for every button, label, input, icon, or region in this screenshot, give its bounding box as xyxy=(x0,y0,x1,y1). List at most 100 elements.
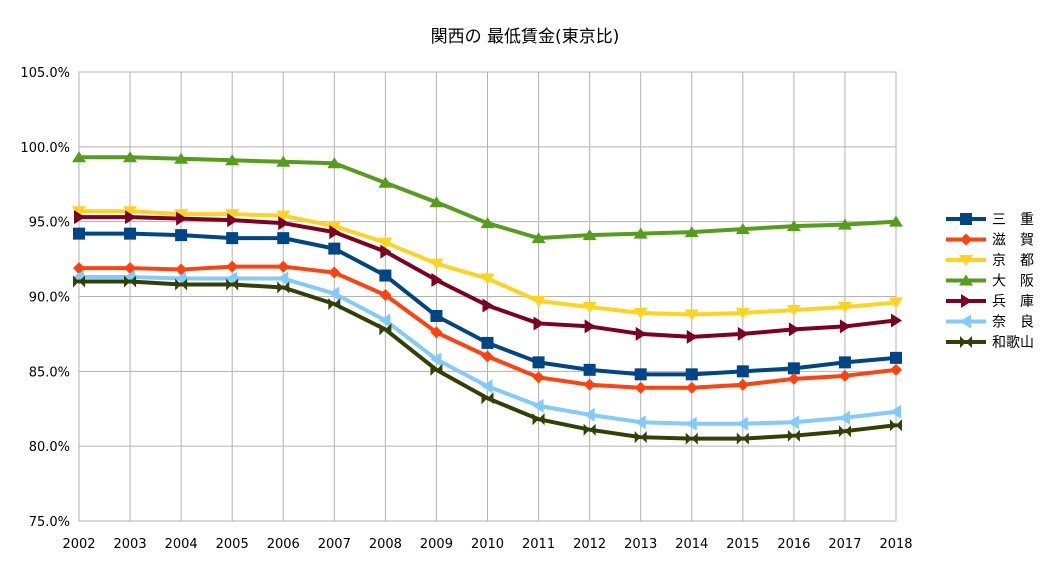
data-point xyxy=(431,273,443,288)
data-point xyxy=(327,157,342,169)
data-point xyxy=(735,223,750,235)
data-point xyxy=(226,278,239,291)
data-point xyxy=(277,281,290,294)
data-point xyxy=(583,378,596,391)
data-point xyxy=(379,289,392,302)
data-point xyxy=(891,313,902,328)
data-point xyxy=(684,309,699,321)
chart-title: 関西の 最低賃金(東京比) xyxy=(431,27,620,47)
data-point xyxy=(482,298,494,313)
data-point xyxy=(838,356,851,369)
data-point xyxy=(890,419,902,432)
x-tick-label: 2013 xyxy=(624,537,657,552)
data-point xyxy=(532,398,544,413)
legend-label: 滋 賀 xyxy=(992,233,1034,249)
data-point xyxy=(633,307,648,319)
data-point xyxy=(480,273,495,285)
data-point xyxy=(72,151,86,163)
legend-swatch-marker xyxy=(959,255,973,266)
data-point xyxy=(124,275,137,288)
x-tick-label: 2006 xyxy=(267,537,300,552)
data-point xyxy=(430,363,443,376)
data-point xyxy=(837,301,852,313)
data-point xyxy=(328,242,341,255)
data-point xyxy=(276,155,291,167)
data-point xyxy=(786,304,801,316)
legend-swatch-marker xyxy=(960,314,971,329)
x-tick-label: 2015 xyxy=(726,537,759,552)
x-tick-label: 2017 xyxy=(828,537,861,552)
data-point xyxy=(890,404,901,419)
y-tick-label: 95.0% xyxy=(29,216,70,231)
legend-item-4: 大 阪 xyxy=(946,274,1034,290)
data-point xyxy=(73,275,85,288)
data-point xyxy=(684,226,699,238)
plot-area xyxy=(78,71,897,522)
data-point xyxy=(838,425,851,438)
y-tick-label: 75.0% xyxy=(29,515,70,530)
data-point xyxy=(736,432,749,445)
data-point xyxy=(787,362,800,375)
series-3 xyxy=(72,206,903,321)
data-point xyxy=(736,365,749,378)
data-point xyxy=(531,232,546,244)
x-tick-label: 2008 xyxy=(369,537,402,552)
data-point xyxy=(685,368,698,381)
data-point xyxy=(685,416,697,431)
data-point xyxy=(787,415,799,430)
data-point xyxy=(328,297,341,310)
x-tick-label: 2010 xyxy=(471,537,504,552)
data-point xyxy=(634,431,647,444)
legend-label: 三 重 xyxy=(992,212,1034,228)
legend-item-6: 奈 良 xyxy=(946,314,1034,331)
axes: 75.0% 80.0% 85.0% 90.0% 95.0% 100.0% 105.0% 200… xyxy=(20,66,912,552)
data-point xyxy=(583,423,596,436)
data-point xyxy=(327,221,342,233)
data-point xyxy=(175,229,188,242)
legend-label: 奈 良 xyxy=(992,315,1034,331)
x-tick-label: 2005 xyxy=(216,537,249,552)
data-point xyxy=(787,372,800,385)
data-point xyxy=(277,260,290,273)
y-tick-label: 100.0% xyxy=(20,141,70,156)
data-point xyxy=(634,415,646,430)
data-point xyxy=(686,329,698,344)
legend-label: 和歌山 xyxy=(992,335,1034,351)
x-tick-label: 2012 xyxy=(573,537,606,552)
data-point xyxy=(787,429,800,442)
data-point xyxy=(837,218,852,230)
legend-item-3: 京 都 xyxy=(946,253,1034,269)
data-point xyxy=(123,151,138,163)
data-point xyxy=(174,209,189,221)
legend-item-1: 三 重 xyxy=(946,212,1034,228)
data-point xyxy=(430,352,442,367)
data-point xyxy=(838,369,851,382)
data-point xyxy=(889,215,903,227)
legend-item-5: 兵 庫 xyxy=(946,293,1034,310)
x-tick-label: 2011 xyxy=(522,537,555,552)
x-tick-label: 2014 xyxy=(675,537,708,552)
data-point xyxy=(74,210,85,225)
data-point xyxy=(890,351,902,364)
legend-item-7: 和歌山 xyxy=(946,335,1034,351)
data-point xyxy=(225,154,240,166)
data-point xyxy=(584,319,596,334)
data-point xyxy=(73,262,85,275)
y-tick-label: 85.0% xyxy=(29,365,70,380)
data-point xyxy=(634,368,647,381)
data-point xyxy=(735,307,750,319)
data-point xyxy=(786,220,801,232)
data-point xyxy=(430,326,443,339)
series-5 xyxy=(74,210,902,344)
data-point xyxy=(378,176,393,188)
data-point xyxy=(429,196,444,208)
legend-label: 大 阪 xyxy=(992,274,1034,290)
y-tick-label: 105.0% xyxy=(20,66,70,81)
series-2 xyxy=(73,260,902,394)
data-point xyxy=(123,206,138,218)
y-tick-label: 90.0% xyxy=(29,291,70,306)
data-point xyxy=(225,209,240,221)
data-point xyxy=(226,271,238,286)
